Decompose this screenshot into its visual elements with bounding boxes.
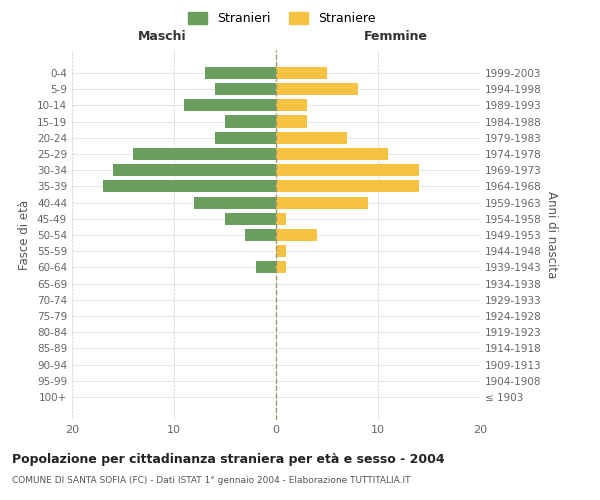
Y-axis label: Fasce di età: Fasce di età	[19, 200, 31, 270]
Y-axis label: Anni di nascita: Anni di nascita	[545, 192, 558, 278]
Bar	[245, 229, 276, 241]
Bar	[184, 99, 276, 112]
Text: Femmine: Femmine	[364, 30, 428, 43]
Bar	[103, 180, 276, 192]
Bar	[215, 132, 276, 144]
Bar	[205, 67, 276, 79]
Bar	[276, 83, 358, 95]
Bar	[276, 212, 286, 225]
Text: Popolazione per cittadinanza straniera per età e sesso - 2004: Popolazione per cittadinanza straniera p…	[12, 452, 445, 466]
Bar	[276, 164, 419, 176]
Bar	[276, 99, 307, 112]
Bar	[276, 148, 388, 160]
Bar	[194, 196, 276, 208]
Bar	[276, 67, 327, 79]
Bar	[133, 148, 276, 160]
Legend: Stranieri, Straniere: Stranieri, Straniere	[184, 7, 380, 30]
Bar	[276, 245, 286, 258]
Bar	[215, 83, 276, 95]
Bar	[225, 116, 276, 128]
Bar	[113, 164, 276, 176]
Text: COMUNE DI SANTA SOFIA (FC) - Dati ISTAT 1° gennaio 2004 - Elaborazione TUTTITALI: COMUNE DI SANTA SOFIA (FC) - Dati ISTAT …	[12, 476, 410, 485]
Bar	[276, 132, 347, 144]
Bar	[276, 180, 419, 192]
Bar	[225, 212, 276, 225]
Bar	[276, 116, 307, 128]
Text: Maschi: Maschi	[137, 30, 187, 43]
Bar	[276, 196, 368, 208]
Bar	[276, 262, 286, 274]
Bar	[256, 262, 276, 274]
Bar	[276, 229, 317, 241]
